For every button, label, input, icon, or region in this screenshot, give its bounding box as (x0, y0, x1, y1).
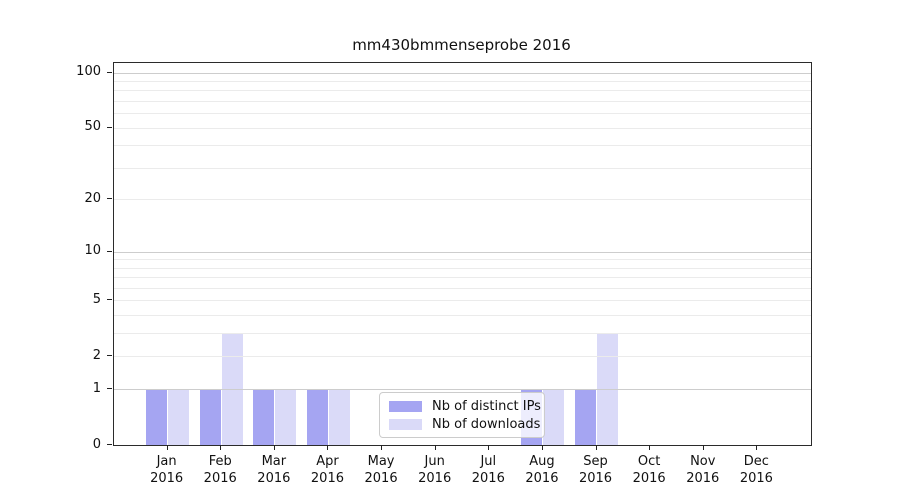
bar-distinct-ips-mar (253, 389, 275, 445)
gridline (114, 113, 811, 115)
y-tick-label: 100 (76, 64, 101, 80)
gridline (114, 300, 811, 302)
gridline (114, 145, 811, 147)
y-tick-label: 10 (84, 243, 101, 259)
y-tick (107, 355, 112, 357)
x-tick (595, 445, 597, 450)
legend-row-distinct-ips: Nb of distinct IPs (380, 399, 544, 414)
plot-area: Nb of distinct IPs Nb of downloads (113, 62, 812, 446)
legend-label-downloads: Nb of downloads (432, 416, 541, 432)
x-tick-label-year: 2016 (257, 471, 291, 486)
x-tick (273, 445, 275, 450)
y-tick (107, 388, 112, 390)
x-tick-label: Feb 2016 (190, 453, 250, 487)
bar-distinct-ips-feb (199, 389, 221, 445)
x-tick (220, 445, 222, 450)
y-tick-label: 1 (92, 380, 101, 396)
gridline (114, 72, 811, 74)
gridline (114, 101, 811, 103)
x-tick (381, 445, 383, 450)
y-tick (107, 299, 112, 301)
x-tick-label: Nov 2016 (673, 453, 733, 487)
x-tick-label-year: 2016 (578, 471, 613, 486)
bar-downloads-jan (168, 389, 190, 445)
gridline (114, 389, 811, 391)
x-tick-label: Oct 2016 (619, 453, 679, 487)
x-tick-label: Mar 2016 (244, 453, 304, 487)
gridline (114, 315, 811, 317)
legend: Nb of distinct IPs Nb of downloads (379, 392, 545, 438)
x-tick-label-year: 2016 (203, 471, 237, 486)
x-tick (488, 445, 490, 450)
gridline (114, 167, 811, 169)
x-tick-label: Jul 2016 (458, 453, 518, 487)
gridline (114, 356, 811, 358)
gridline (114, 288, 811, 290)
legend-row-downloads: Nb of downloads (380, 417, 544, 432)
legend-swatch-distinct-ips (389, 400, 422, 412)
x-tick-label-year: 2016 (418, 471, 452, 486)
x-tick-label-year: 2016 (686, 471, 720, 486)
y-tick (107, 126, 112, 128)
gridline (114, 127, 811, 129)
legend-label-distinct-ips: Nb of distinct IPs (432, 398, 541, 414)
gridline (114, 259, 811, 261)
x-tick-label-year: 2016 (471, 471, 505, 486)
bar-downloads-aug (543, 389, 565, 445)
y-tick (107, 198, 112, 200)
x-tick (166, 445, 168, 450)
gridline (114, 199, 811, 201)
bar-downloads-mar (275, 389, 297, 445)
bar-distinct-ips-apr (306, 389, 328, 445)
y-tick (107, 444, 112, 445)
y-tick-label: 50 (84, 119, 101, 135)
x-tick (541, 445, 543, 450)
gridline (114, 251, 811, 253)
y-tick (107, 250, 112, 252)
x-tick-label-year: 2016 (739, 471, 773, 486)
x-tick (756, 445, 758, 450)
x-tick-label: May 2016 (351, 453, 411, 487)
x-tick (649, 445, 651, 450)
x-tick-label: Sep 2016 (566, 453, 626, 487)
x-tick-label: Jun 2016 (405, 453, 465, 487)
x-tick-label: Jan 2016 (137, 453, 197, 487)
x-tick (702, 445, 704, 450)
gridline (114, 267, 811, 269)
x-tick-label: Dec 2016 (726, 453, 786, 487)
bar-distinct-ips-sep (575, 389, 597, 445)
gridline (114, 277, 811, 279)
x-tick-label-year: 2016 (632, 471, 666, 486)
y-tick-label: 2 (92, 347, 101, 363)
y-tick-label: 20 (84, 190, 101, 206)
x-tick (327, 445, 329, 450)
gridline (114, 81, 811, 83)
gridline (114, 333, 811, 335)
y-tick-label: 0 (92, 436, 101, 452)
x-tick-label: Aug 2016 (512, 453, 572, 487)
x-tick-label-year: 2016 (525, 471, 559, 486)
bar-downloads-apr (328, 389, 350, 445)
grid-layer (114, 63, 811, 445)
gridline (114, 90, 811, 92)
x-tick-label-year: 2016 (150, 471, 184, 486)
y-tick (107, 71, 112, 73)
bar-distinct-ips-jan (146, 389, 168, 445)
x-tick (434, 445, 436, 450)
y-tick-label: 5 (92, 291, 101, 307)
x-tick-label-year: 2016 (310, 471, 344, 486)
chart-title: mm430bmmenseprobe 2016 (352, 36, 571, 54)
x-tick-label: Apr 2016 (297, 453, 357, 487)
x-tick-label-year: 2016 (364, 471, 398, 486)
legend-swatch-downloads (389, 418, 422, 430)
